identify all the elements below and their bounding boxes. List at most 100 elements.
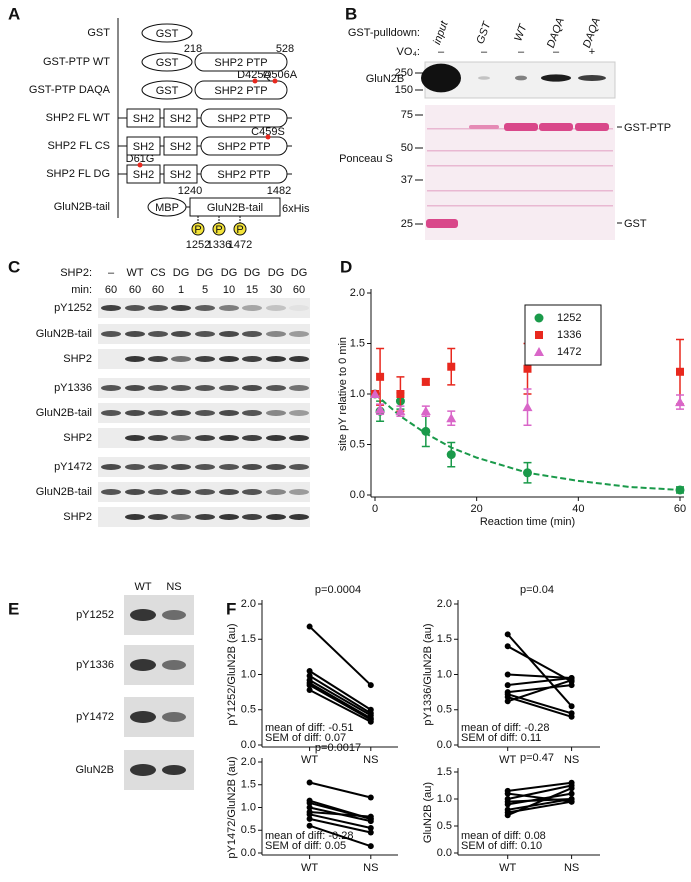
lane-label: CS — [150, 267, 165, 279]
data-point — [306, 623, 313, 630]
legend-label: 1472 — [557, 346, 581, 358]
blot-band — [195, 356, 215, 362]
data-point — [367, 829, 374, 836]
blot-band — [171, 356, 191, 362]
domain — [163, 164, 198, 184]
data-point — [504, 698, 511, 705]
blot-row-label: pY1336 — [76, 659, 114, 671]
panel-label: B — [345, 4, 357, 23]
blot-band — [162, 610, 186, 620]
blot-band — [171, 514, 191, 520]
data-point — [306, 822, 313, 829]
pair-line — [309, 689, 372, 723]
blot-band — [171, 385, 191, 391]
blot-band — [289, 331, 309, 337]
blot-row-label: SHP2 — [63, 432, 92, 444]
vo4-sign: + — [589, 46, 595, 58]
pair-line — [309, 682, 372, 720]
y-tick-label: 1.5 — [437, 633, 452, 645]
blot-band — [242, 514, 262, 520]
lane-label: WT — [134, 581, 151, 593]
y-tick-label: 2.0 — [241, 756, 256, 768]
lane-label: DG — [173, 267, 190, 279]
blot-band — [219, 464, 239, 470]
site-label: 1252 — [186, 239, 210, 251]
data-point — [306, 799, 313, 806]
panel-label: C — [8, 257, 20, 276]
y-tick-label: 0.0 — [350, 489, 365, 501]
y-tick-label: 0.0 — [437, 847, 452, 859]
y-tick-label: 1.0 — [241, 668, 256, 680]
lane-label: DAQA — [581, 16, 603, 49]
header-label: min: — [71, 284, 92, 296]
data-point — [375, 404, 386, 414]
data-point — [534, 313, 544, 323]
lane-label: DG — [221, 267, 238, 279]
data-point — [523, 468, 532, 478]
y-axis-label: pY1336/GluN2B (au) — [422, 623, 434, 725]
pair-line — [507, 677, 572, 687]
blot-row-label: GluN2B-tail — [36, 486, 92, 498]
blot-band — [289, 410, 309, 416]
pair-line — [507, 787, 572, 817]
blot-band — [130, 764, 156, 776]
y-tick-label: 0.5 — [241, 824, 256, 836]
mutation-dot — [265, 134, 271, 140]
data-point — [306, 672, 313, 679]
blot-band — [266, 489, 286, 495]
blot-band — [162, 660, 186, 670]
blot-band — [219, 305, 239, 311]
lane-label: DG — [291, 267, 308, 279]
data-point — [395, 406, 406, 416]
y-tick-label: 0.5 — [350, 438, 365, 450]
blot-row-label: GluN2B-tail — [36, 407, 92, 419]
domain-label: GST — [156, 28, 179, 40]
blot-band — [515, 75, 527, 81]
stain-band — [469, 125, 499, 129]
domain-label: GST — [156, 85, 179, 97]
marker-label: 50 — [401, 142, 413, 154]
blot-band — [541, 74, 571, 82]
panel-label: D — [340, 257, 352, 276]
lane-label: DG — [244, 267, 261, 279]
data-point — [420, 406, 431, 416]
lane-label: DAQA — [545, 16, 567, 49]
blot-band — [242, 435, 262, 441]
lane-label: GST — [474, 19, 493, 46]
domain — [141, 80, 193, 100]
x-tick-label: WT — [499, 754, 516, 766]
x-tick-label: NS — [564, 754, 579, 766]
vo4-label: VO₄: — [397, 46, 420, 58]
pulldown-label: GST-pulldown: — [348, 27, 420, 39]
blot-band — [125, 435, 145, 441]
domain — [126, 108, 161, 128]
chart-title: p=0.0004 — [315, 584, 361, 596]
x-tick-label: NS — [363, 862, 378, 874]
lane-label: – — [108, 267, 115, 279]
lane-label: WT — [126, 267, 143, 279]
faint-band — [427, 190, 613, 192]
y-tick-label: 1.5 — [437, 766, 452, 778]
panel-label: E — [8, 599, 19, 618]
residue: 1482 — [267, 185, 291, 197]
lane-label: 60 — [129, 284, 141, 296]
vo4-sign: – — [481, 46, 488, 58]
chart-title: p=0.47 — [520, 752, 554, 764]
blot-band — [242, 331, 262, 337]
blot-band — [125, 410, 145, 416]
mutation: C459S — [251, 126, 285, 138]
pair-line — [309, 675, 372, 715]
blot-band — [171, 410, 191, 416]
legend-label: 1336 — [557, 329, 581, 341]
y-axis-label: GluN2B (au) — [422, 782, 434, 843]
y-axis-label: pY1252/GluN2B (au) — [226, 623, 238, 725]
pair-line — [507, 784, 572, 800]
y-tick-label: 0.5 — [437, 820, 452, 832]
domain-label: SH2 — [133, 113, 154, 125]
phospho-site — [191, 222, 205, 236]
data-point — [568, 798, 575, 805]
domain-label: SH2 — [133, 169, 154, 181]
fit-curve — [374, 393, 681, 491]
data-point — [534, 347, 544, 356]
faint-band — [427, 150, 613, 152]
